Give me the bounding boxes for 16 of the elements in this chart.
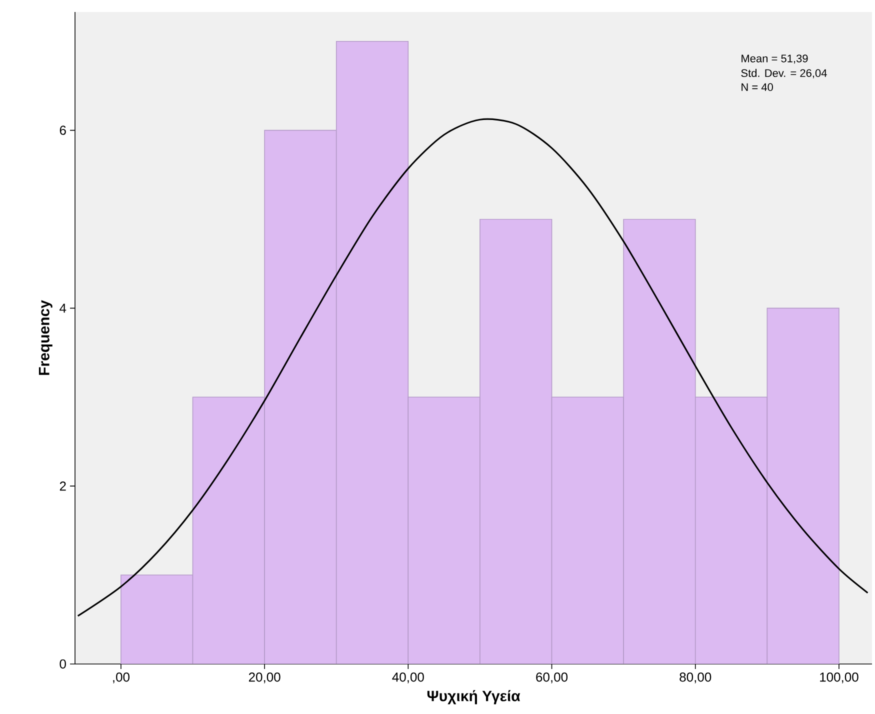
annotation: Mean = 51,39 xyxy=(742,54,808,64)
y-tick-label: 4 xyxy=(60,304,66,313)
annotation: Std. Dev. = 26,04 xyxy=(741,68,827,78)
x-tick-label: 100,00 xyxy=(820,672,858,684)
x-tick-label: 60,00 xyxy=(536,672,568,684)
y-tick-label: 0 xyxy=(60,659,66,669)
y-axis-title: Frequency xyxy=(38,300,52,375)
line-series xyxy=(77,118,868,617)
x-tick-label: 40,00 xyxy=(392,672,424,684)
y-tick-label: 6 xyxy=(60,126,66,135)
y-tick-label: 2 xyxy=(60,482,66,491)
x-tick-label: 20,00 xyxy=(248,672,280,684)
x-tick-label: ,00 xyxy=(113,672,130,684)
x-tick-label: 80,00 xyxy=(680,672,712,684)
annotation: N = 40 xyxy=(742,83,773,92)
x-axis-title: Ψυχική Υγεία xyxy=(427,690,520,704)
